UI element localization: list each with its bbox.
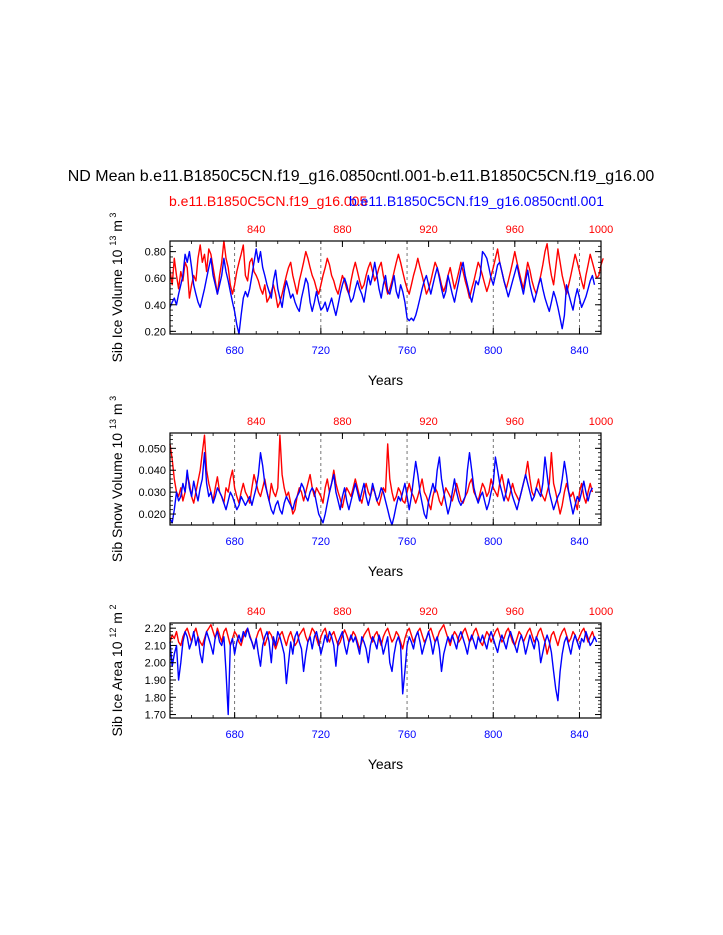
y-tick-label: 0.030 (138, 487, 166, 499)
y-tick-label: 0.40 (145, 300, 166, 312)
y-tick-label: 1.80 (145, 692, 166, 704)
x-tick-label-top: 960 (506, 224, 524, 236)
x-tick-label-bottom: 720 (312, 345, 330, 357)
x-tick-label-top: 920 (419, 416, 437, 428)
x-tick-label-bottom: 680 (225, 536, 243, 548)
x-tick-label-bottom: 680 (225, 729, 243, 741)
x-tick-label-top: 840 (247, 416, 265, 428)
chart-panels: 0.20 0.40 0.60 0.80 680 720 760 800 840 840 880 920… (108, 213, 613, 772)
x-tick-label-top: 1000 (589, 606, 613, 618)
x-tick-label-bottom: 840 (570, 729, 588, 741)
x-tick-label-bottom: 720 (312, 536, 330, 548)
x-tick-label-bottom: 720 (312, 729, 330, 741)
legend-blue-label: b.e11.B1850C5CN.f19_g16.0850cntl.001 (349, 193, 604, 209)
x-tick-label-top: 960 (506, 416, 524, 428)
y-axis-title: Sib Ice Area 10 12 m 2 (108, 605, 125, 737)
red-series-line (169, 240, 604, 309)
y-tick-label: 0.050 (138, 443, 166, 455)
x-tick-label-top: 840 (247, 224, 265, 236)
x-tick-label-top: 1000 (589, 416, 613, 428)
y-tick-label: 1.70 (145, 710, 166, 722)
x-tick-label-bottom: 800 (484, 729, 502, 741)
y-tick-label: 0.80 (145, 247, 166, 259)
y-tick-label: 2.00 (145, 658, 166, 670)
x-tick-label-top: 920 (419, 606, 437, 618)
y-tick-label: 0.60 (145, 273, 166, 285)
x-tick-label-bottom: 800 (484, 345, 502, 357)
x-tick-label-top: 880 (333, 224, 351, 236)
chart-panel-2: 0.020 0.030 0.040 0.050 680 720 760 800 840 840 88… (108, 396, 613, 579)
y-tick-label: 0.020 (138, 509, 166, 521)
y-tick-label: 1.90 (145, 675, 166, 687)
x-tick-label-top: 960 (506, 606, 524, 618)
x-tick-label-top: 1000 (589, 224, 613, 236)
x-axis-title: Years (368, 563, 403, 579)
x-tick-label-bottom: 840 (570, 345, 588, 357)
x-tick-label-bottom: 760 (398, 729, 416, 741)
x-axis-title: Years (368, 756, 403, 772)
chart-panel-3: 1.70 1.80 1.90 2.00 2.10 2.20 680 720 760 800 840 8… (108, 605, 613, 772)
x-tick-label-bottom: 800 (484, 536, 502, 548)
x-tick-label-bottom: 680 (225, 345, 243, 357)
legend-red-label: b.e11.B1850C5CN.f19_g16.005 (169, 193, 367, 209)
x-tick-label-bottom: 760 (398, 536, 416, 548)
y-tick-label: 0.20 (145, 326, 166, 338)
figure-title: ND Mean b.e11.B1850C5CN.f19_g16.0850cntl… (68, 168, 655, 185)
blue-series-line (169, 627, 598, 716)
chart-panel-1: 0.20 0.40 0.60 0.80 680 720 760 800 840 840 880 920… (108, 213, 613, 388)
x-tick-label-top: 880 (333, 416, 351, 428)
blue-series-line (169, 248, 596, 335)
y-tick-label: 0.040 (138, 465, 166, 477)
red-series-line (169, 434, 594, 515)
x-tick-label-bottom: 840 (570, 536, 588, 548)
y-tick-label: 2.10 (145, 640, 166, 652)
blue-series-line (169, 452, 594, 526)
y-tick-label: 2.20 (145, 623, 166, 635)
x-tick-label-top: 880 (333, 606, 351, 618)
y-axis-title: Sib Snow Volume 10 13 m 3 (108, 396, 125, 562)
x-tick-label-bottom: 760 (398, 345, 416, 357)
x-axis-title: Years (368, 372, 403, 388)
y-axis-title: Sib Ice Volume 10 13 m 3 (108, 213, 125, 363)
x-tick-label-top: 840 (247, 606, 265, 618)
x-tick-label-top: 920 (419, 224, 437, 236)
